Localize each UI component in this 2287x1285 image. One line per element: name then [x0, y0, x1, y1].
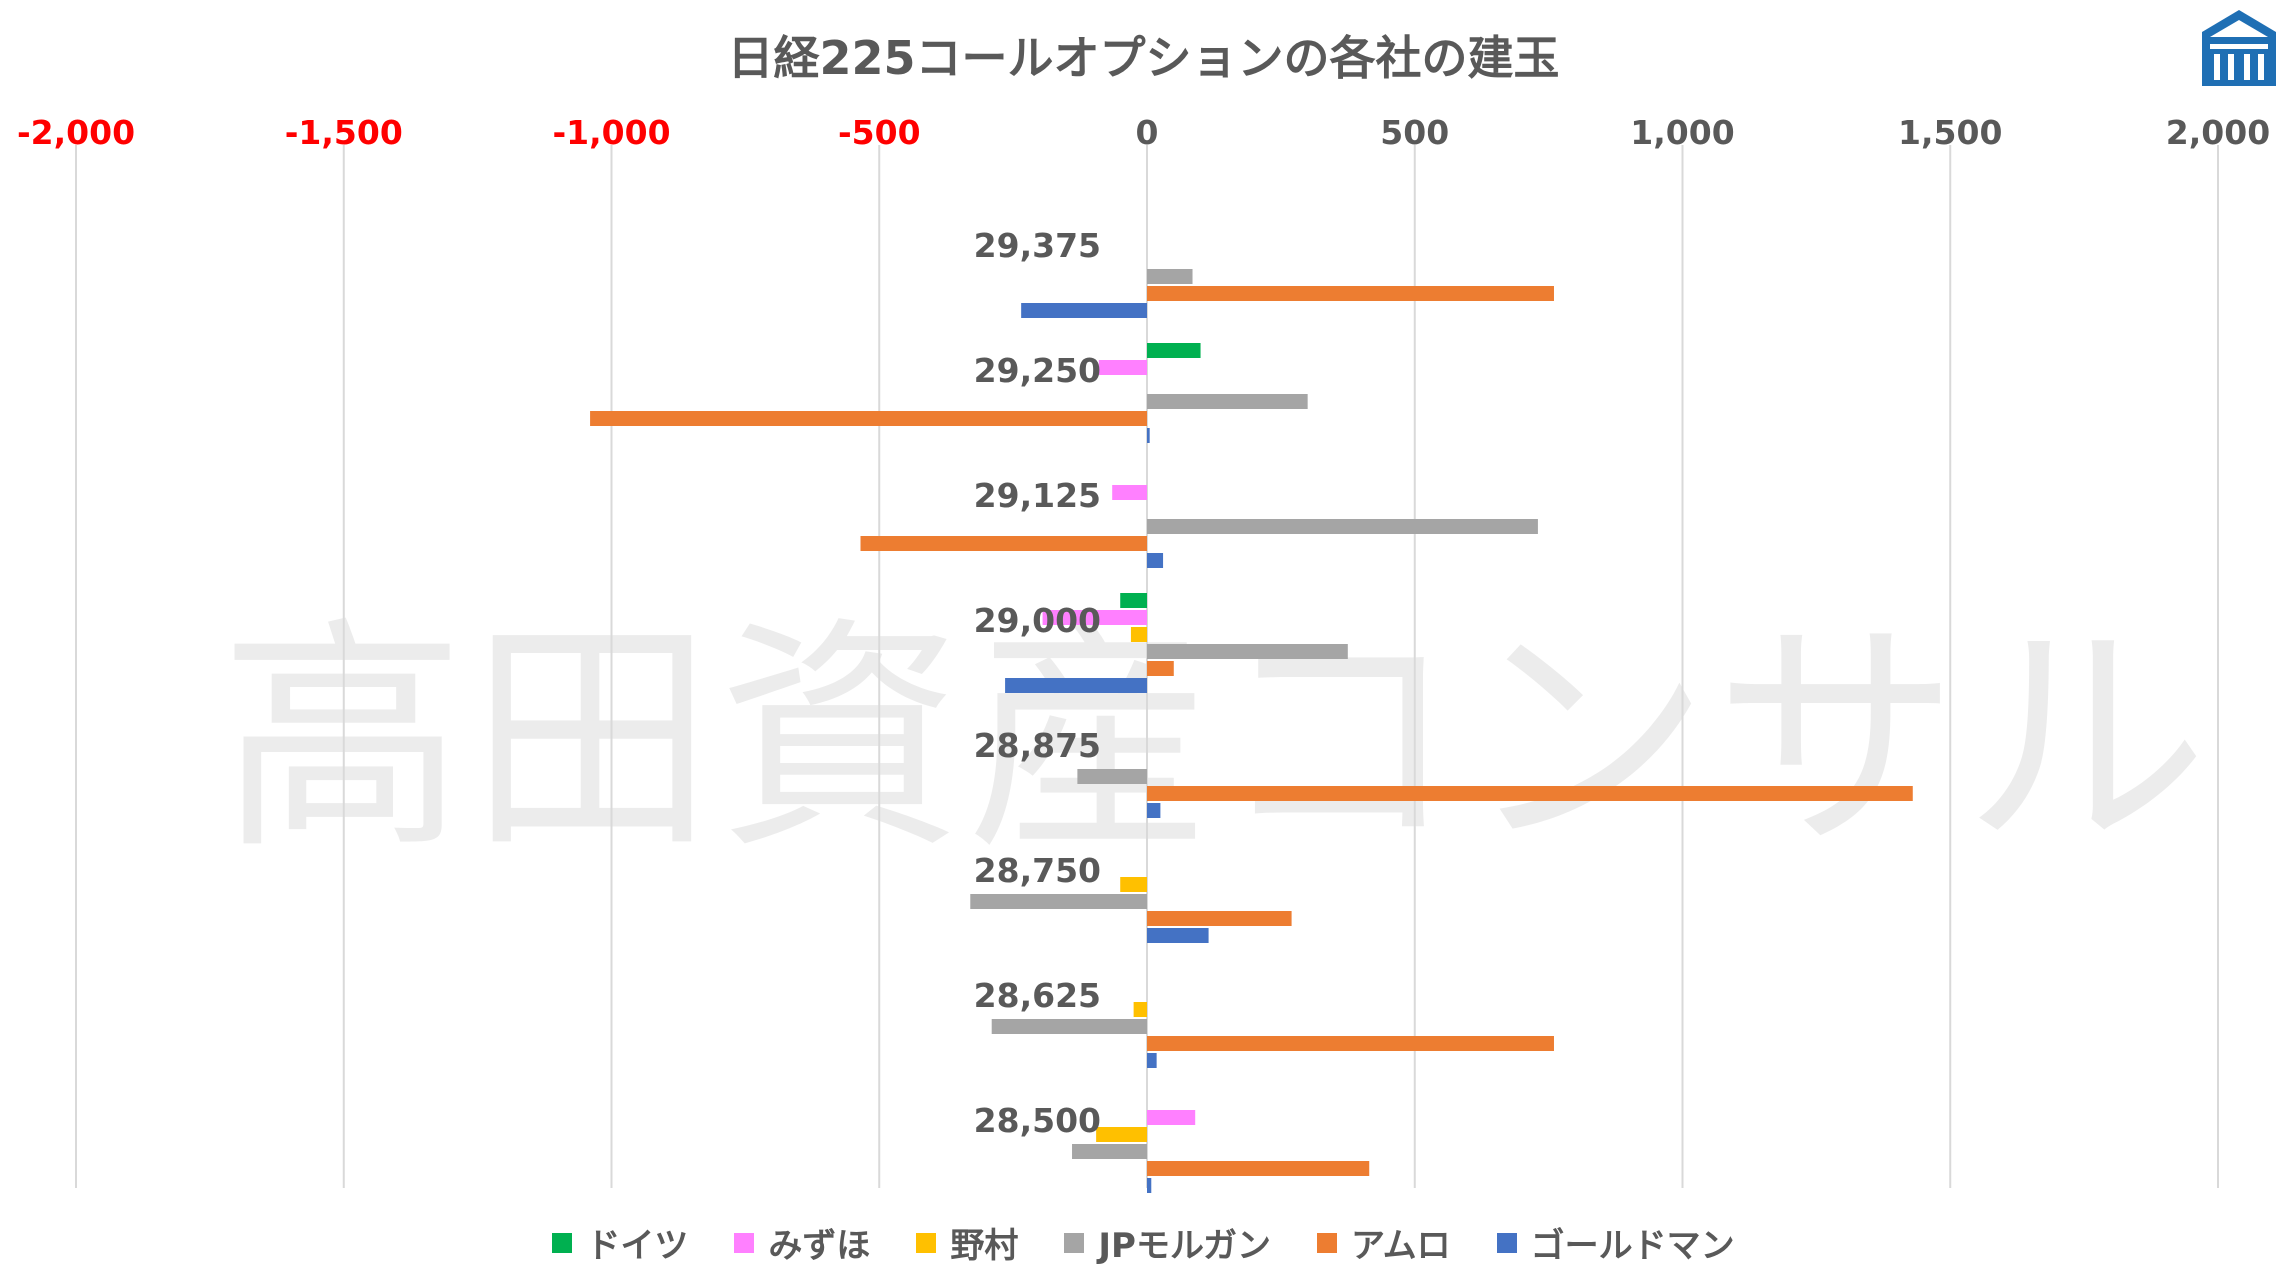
bar-アムロ [1147, 661, 1174, 676]
category-label: 29,375 [974, 226, 1101, 265]
bar-JPモルガン [1072, 1144, 1147, 1159]
category-label: 28,500 [974, 1101, 1101, 1140]
legend-item: ゴールドマン [1496, 1218, 1735, 1267]
bar-野村 [1096, 1127, 1147, 1142]
legend-label: アムロ [1350, 1226, 1451, 1266]
legend-label: ゴールドマン [1530, 1226, 1735, 1266]
category-label: 28,875 [974, 726, 1101, 765]
bar-みずほ [1042, 610, 1147, 625]
category-label: 29,125 [974, 476, 1101, 515]
bar-アムロ [1147, 286, 1554, 301]
legend-label: ドイツ [586, 1226, 689, 1266]
bar-JPモルガン [1147, 269, 1193, 284]
legend-label: みずほ [768, 1226, 871, 1266]
x-tick-label: 1,500 [1898, 113, 2002, 152]
x-tick-label: 2,000 [2166, 113, 2270, 152]
legend-swatch [1496, 1232, 1517, 1253]
x-tick-label: -500 [838, 113, 921, 152]
bar-JPモルガン [1147, 519, 1538, 534]
legend-label: JPモルガン [1098, 1226, 1271, 1266]
bar-ゴールドマン [1147, 428, 1150, 443]
bar-ゴールドマン [1021, 303, 1147, 318]
bar-ゴールドマン [1005, 678, 1147, 693]
bar-アムロ [1147, 786, 1913, 801]
company-logo-icon [2202, 10, 2276, 86]
legend-item: 野村 [916, 1218, 1018, 1267]
legend-swatch [916, 1232, 937, 1253]
bar-ゴールドマン [1147, 553, 1164, 568]
legend-swatch [1064, 1232, 1085, 1253]
legend-swatch [734, 1232, 755, 1253]
bar-ゴールドマン [1147, 1053, 1157, 1068]
bar-ゴールドマン [1147, 1178, 1152, 1193]
legend-item: ドイツ [552, 1218, 688, 1267]
x-tick-label: 1,000 [1630, 113, 1734, 152]
x-tick-label: -1,500 [285, 113, 403, 152]
bar-JPモルガン [1147, 644, 1348, 659]
chart-title: 日経225コールオプションの各社の建玉 [727, 31, 1560, 85]
legend-swatch [1316, 1232, 1337, 1253]
bar-JPモルガン [991, 1019, 1147, 1034]
bar-みずほ [1112, 485, 1147, 500]
bar-みずほ [1147, 1110, 1196, 1125]
bar-みずほ [1098, 360, 1147, 375]
bar-JPモルガン [1077, 769, 1147, 784]
bar-アムロ [1147, 1161, 1370, 1176]
category-label: 29,000 [974, 601, 1101, 640]
x-tick-label: -2,000 [17, 113, 135, 152]
category-label: 28,750 [974, 851, 1101, 890]
bar-野村 [1133, 1002, 1147, 1017]
legend-swatch [552, 1232, 573, 1253]
legend-item: アムロ [1316, 1218, 1451, 1267]
x-tick-label: 0 [1136, 113, 1159, 152]
bar-JPモルガン [970, 894, 1147, 909]
bar-アムロ [1147, 1036, 1554, 1051]
bar-ゴールドマン [1147, 928, 1209, 943]
bar-JPモルガン [1147, 394, 1308, 409]
bar-ドイツ [1120, 593, 1147, 608]
x-tick-label: -1,000 [552, 113, 670, 152]
bar-アムロ [1147, 911, 1292, 926]
bar-ドイツ [1147, 343, 1201, 358]
bar-ゴールドマン [1147, 803, 1161, 818]
legend: ドイツ みずほ 野村 JPモルガン アムロ ゴールドマン [0, 1218, 2287, 1267]
legend-item: みずほ [734, 1218, 870, 1267]
bar-アムロ [860, 536, 1147, 551]
category-label: 28,625 [974, 976, 1101, 1015]
x-tick-label: 500 [1380, 113, 1449, 152]
bar-アムロ [590, 411, 1147, 426]
category-label: 29,250 [974, 351, 1101, 390]
legend-label: 野村 [950, 1226, 1019, 1266]
bar-野村 [1120, 877, 1147, 892]
bar-野村 [1130, 627, 1147, 642]
legend-item: JPモルガン [1064, 1218, 1271, 1267]
